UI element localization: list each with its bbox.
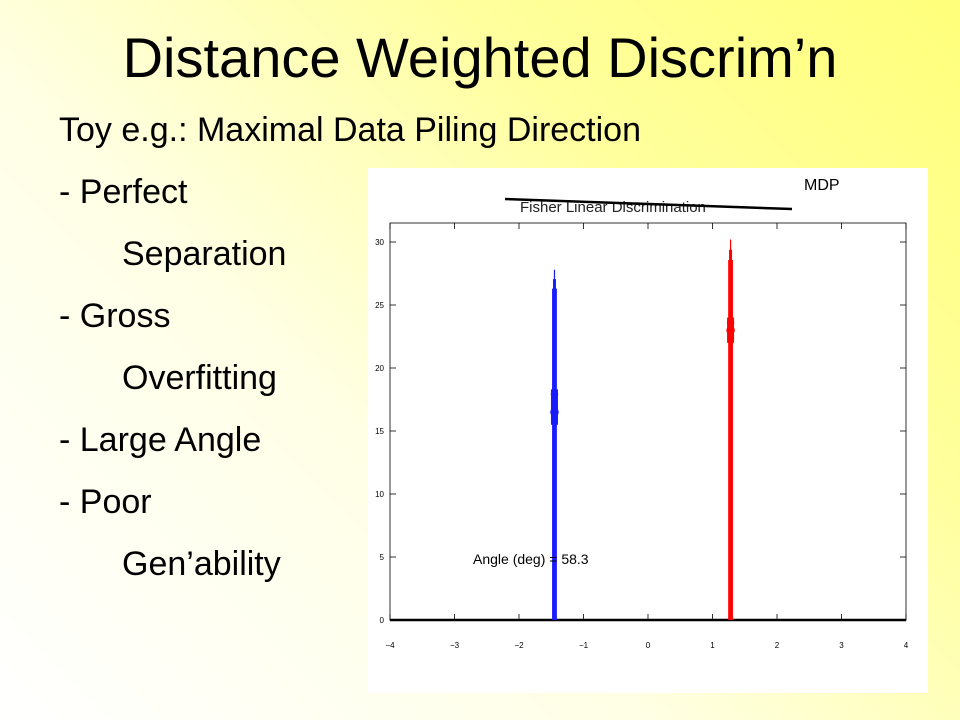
- y-tick-label: 15: [375, 427, 384, 436]
- x-tick-label: −4: [385, 641, 395, 650]
- x-tick-label: −1: [579, 641, 589, 650]
- bullet-gross: - Gross: [59, 297, 171, 335]
- red-marker: [726, 318, 735, 327]
- y-tick-label: 20: [375, 364, 384, 373]
- x-tick-label: 3: [839, 641, 844, 650]
- chart-layer: −4 −3 −2 −1 0 1 2 3 4 0 5 10 15 20 25 30: [375, 222, 909, 650]
- blue-mean-marker: [550, 407, 559, 417]
- y-tick-label: 5: [380, 553, 385, 562]
- bullet-perfect: - Perfect: [59, 173, 188, 211]
- angle-annotation: Angle (deg) = 58.3: [473, 551, 589, 567]
- x-tick-label: 0: [646, 641, 651, 650]
- x-tick-label: 1: [710, 641, 715, 650]
- bullet-large-angle: - Large Angle: [59, 421, 262, 459]
- bullet-separation: Separation: [122, 235, 287, 273]
- slide-title: Distance Weighted Discrim’n: [122, 26, 838, 89]
- fisher-strike-line: [504, 197, 793, 211]
- bullet-genability: Gen’ability: [122, 545, 281, 583]
- y-tick-label: 25: [375, 301, 384, 310]
- x-tick-label: 4: [904, 641, 909, 650]
- x-tick-label: −2: [514, 641, 524, 650]
- x-tick-label: 2: [775, 641, 780, 650]
- mdp-label: MDP: [804, 177, 840, 194]
- y-tick-label: 30: [375, 238, 384, 247]
- bullet-overfitting: Overfitting: [122, 359, 277, 397]
- bullet-poor: - Poor: [59, 483, 152, 521]
- plot-axes-box: [389, 222, 907, 621]
- blue-marker: [550, 390, 559, 399]
- y-tick-label: 10: [375, 490, 384, 499]
- plot-figure: [368, 168, 928, 693]
- red-mean-marker: [726, 325, 735, 335]
- bullet-intro: Toy e.g.: Maximal Data Piling Direction: [59, 111, 642, 149]
- y-tick-label: 0: [380, 616, 385, 625]
- x-tick-label: −3: [450, 641, 460, 650]
